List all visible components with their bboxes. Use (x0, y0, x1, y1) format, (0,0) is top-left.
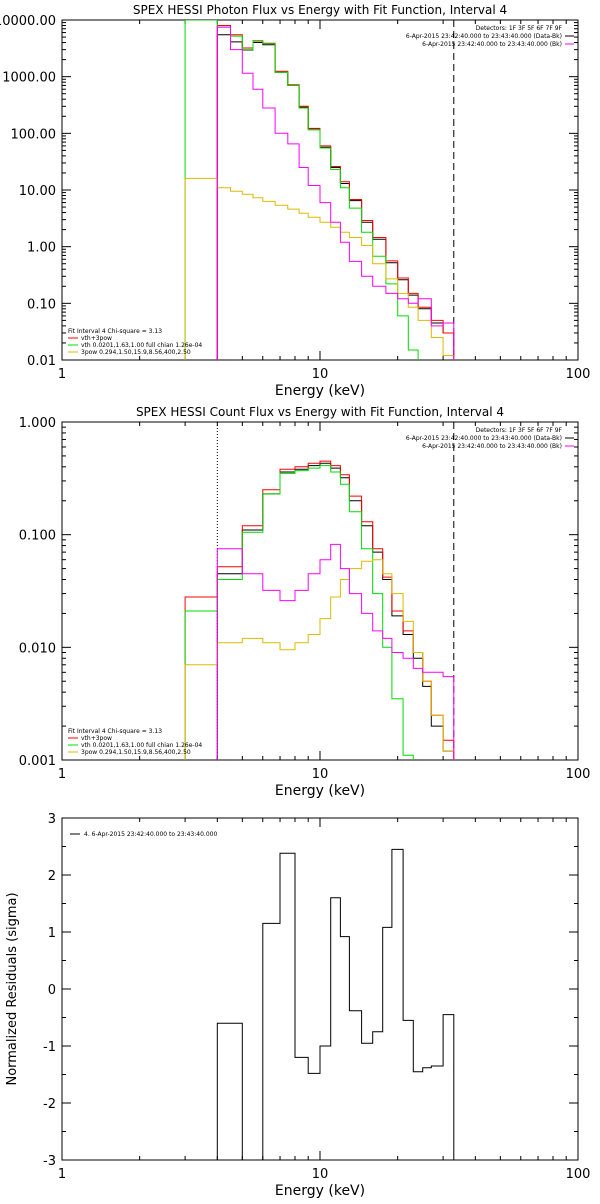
series-line-5 (216, 26, 455, 360)
x-axis-label: Energy (keV) (275, 1183, 365, 1199)
legend-entry: Detectors: 1F 3F 5F 6F 7F 9F (476, 427, 563, 434)
x-tick-label: 10 (312, 367, 329, 382)
legend-entry: Fit Interval 4 Chi-square = 3.13 (68, 328, 162, 335)
chart-panel-2: SPEX HESSI Count Flux vs Energy with Fit… (19, 405, 591, 799)
legend-entry: 4. 6-Apr-2015 23:42:40.000 to 23:43:40.0… (84, 831, 217, 838)
series-group (216, 848, 455, 1160)
y-tick-label: 1 (48, 926, 56, 941)
y-axis-label: Normalized Residuals (sigma) (5, 892, 20, 1085)
legend-entry: vth+3pow (81, 335, 112, 342)
y-tick-label: 0.01 (27, 354, 56, 369)
y-tick-label: -2 (43, 1097, 56, 1112)
y-tick-label: 100.00 (11, 127, 57, 142)
x-tick-label: 1 (58, 1167, 66, 1182)
y-tick-label: -3 (43, 1154, 56, 1169)
chart-panel-1: SPEX HESSI Photon Flux vs Energy with Fi… (0, 3, 590, 399)
legend-entry: 6-Apr-2015 23:42:40.000 to 23:43:40.000 … (406, 435, 562, 442)
chart-title: SPEX HESSI Count Flux vs Energy with Fit… (136, 405, 504, 419)
y-tick-label: 0.001 (19, 754, 56, 769)
x-tick-label: 100 (566, 1167, 591, 1182)
y-tick-label: 1.000 (19, 416, 56, 431)
legend-entry: 3pow 0.294,1.50,15.9,8.56,400,2.50 (81, 349, 191, 356)
plot-frame (61, 421, 579, 761)
legend-entry: 6-Apr-2015 23:42:40.000 to 23:43:40.000 … (422, 41, 562, 48)
series-line-4 (184, 177, 455, 360)
x-axis-label: Energy (keV) (275, 783, 365, 799)
legend-entry: vth 0.0201,1.63,1.00 full chian 1.26e-04 (81, 342, 202, 349)
y-tick-label: -1 (43, 1040, 56, 1055)
x-tick-label: 1 (58, 767, 66, 782)
x-tick-label: 10 (312, 1167, 329, 1182)
y-tick-label: 0.010 (19, 641, 56, 656)
series-line-1 (216, 462, 455, 760)
x-tick-label: 10 (312, 767, 329, 782)
series-line-3 (184, 20, 419, 360)
y-tick-label: 10000.00 (0, 14, 56, 29)
legend-entry: 6-Apr-2015 23:42:40.000 to 23:43:40.000 … (406, 33, 562, 40)
plot-frame (61, 817, 579, 1161)
series-group (184, 20, 455, 360)
y-tick-label: 2 (48, 869, 56, 884)
y-tick-label: 0 (48, 983, 56, 998)
x-tick-label: 100 (566, 367, 591, 382)
legend-entry: 6-Apr-2015 23:42:40.000 to 23:43:40.000 … (422, 443, 562, 450)
series-line-2 (184, 460, 455, 760)
series-group (184, 460, 455, 760)
x-tick-label: 1 (58, 367, 66, 382)
y-tick-label: 0.100 (19, 529, 56, 544)
series-line-5 (216, 543, 455, 760)
y-tick-label: 10.00 (19, 184, 56, 199)
x-tick-label: 100 (566, 767, 591, 782)
legend-entry: Fit Interval 4 Chi-square = 3.13 (68, 728, 162, 735)
series-line-3 (184, 465, 414, 760)
legend-entry: vth+3pow (81, 735, 112, 742)
y-tick-label: 3 (48, 812, 56, 827)
y-tick-label: 1000.00 (2, 71, 56, 86)
y-tick-label: 0.10 (27, 297, 56, 312)
chart-panel-3: 1 10 100 Energy (keV) -3 -2 -1 0 1 2 3 Normalized R… (5, 812, 590, 1199)
series-line-1 (216, 34, 455, 360)
chart-title: SPEX HESSI Photon Flux vs Energy with Fi… (133, 3, 507, 17)
y-tick-label: 1.00 (27, 241, 56, 256)
legend-entry: Detectors: 1F 3F 5F 6F 7F 9F (476, 25, 563, 32)
series-line-1 (216, 848, 455, 1160)
x-axis-label: Energy (keV) (275, 383, 365, 399)
legend-entry: vth 0.0201,1.63,1.00 full chian 1.26e-04 (81, 742, 202, 749)
legend-entry: 3pow 0.294,1.50,15.9,8.56,400,2.50 (81, 749, 191, 756)
